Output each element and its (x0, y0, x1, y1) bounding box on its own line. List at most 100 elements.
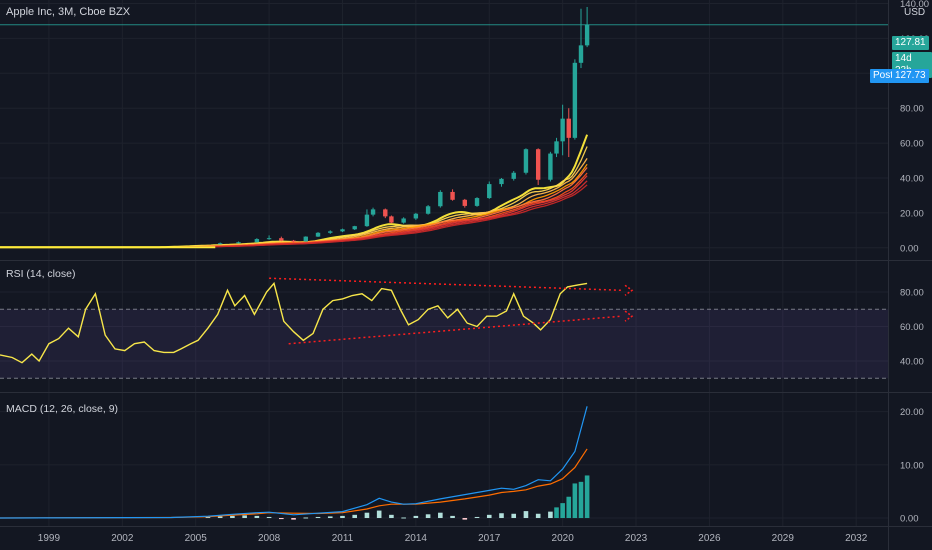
candle (383, 208, 388, 219)
candle-body (328, 231, 333, 233)
candle-body (425, 206, 431, 214)
candle (535, 148, 541, 185)
candle-body (535, 149, 541, 180)
macd-pane: 0.00 10.00 20.00 (0, 406, 924, 525)
macd-histogram-bar (389, 514, 394, 519)
candle-body (554, 141, 559, 154)
candle-body (266, 238, 272, 240)
macd-histogram-bar (584, 475, 590, 519)
macd-histogram-bar (486, 514, 492, 519)
rsi-trendline-lower (288, 315, 623, 345)
macd-tick-label: 0.00 (900, 514, 919, 525)
candle-body (511, 172, 516, 179)
chart-title: Apple Inc, 3M, Cboe BZX (6, 6, 131, 18)
candle-body (401, 218, 406, 223)
candle (425, 205, 431, 215)
rsi-trendline-upper (269, 277, 623, 292)
candle (548, 151, 553, 182)
macd-histogram-bar (450, 515, 455, 519)
candle-body (315, 232, 321, 237)
candle-body (438, 191, 443, 207)
time-tick-label: 1999 (38, 533, 61, 544)
time-tick-label: 2032 (845, 533, 868, 544)
currency-label[interactable]: USD (904, 7, 926, 18)
macd-histogram-bar (572, 483, 578, 519)
candle-body (566, 118, 571, 138)
candle (217, 242, 223, 245)
candle (511, 171, 516, 181)
post-market-tag: 127.73 (892, 69, 929, 83)
time-tick-label: 2020 (552, 533, 575, 544)
post-market-label: Post (870, 69, 897, 83)
candle-body (474, 198, 480, 206)
price-tick-label: 40.00 (900, 173, 924, 184)
time-tick-label: 2008 (258, 533, 281, 544)
candle (578, 8, 584, 69)
ema-line (0, 134, 589, 249)
macd-histogram-bar (266, 516, 272, 519)
candle-body (462, 199, 467, 206)
candle-body (352, 226, 357, 230)
macd-histogram-bar (327, 516, 333, 519)
candle-body (236, 242, 241, 244)
candle (315, 232, 321, 237)
macd-tick-label: 20.00 (900, 407, 924, 418)
ema-line (0, 146, 588, 248)
candle (352, 225, 357, 230)
candle (303, 236, 308, 242)
candle-body (450, 191, 455, 200)
macd-histogram-bar (462, 518, 468, 520)
price-tick-label: 0.00 (900, 243, 919, 254)
candle (291, 239, 296, 243)
time-tick-label: 2011 (332, 533, 354, 544)
candle (487, 181, 492, 199)
candle (266, 235, 272, 240)
candle-body (499, 178, 504, 185)
rsi-line (0, 281, 588, 364)
rsi-tick-label: 80.00 (900, 288, 924, 299)
macd-histogram-bar (230, 515, 235, 519)
rsi-title: RSI (14, close) (6, 268, 76, 280)
macd-histogram-bar (376, 510, 382, 519)
candle (450, 189, 455, 201)
macd-histogram-bar (242, 515, 247, 519)
macd-histogram-bar (425, 514, 431, 519)
macd-histogram-bar (438, 512, 443, 519)
time-tick-label: 2002 (111, 533, 134, 544)
candle-body (303, 236, 308, 242)
macd-histogram-bar (315, 516, 321, 519)
rsi-tick-label: 40.00 (900, 356, 924, 367)
candle-body (389, 216, 394, 223)
candle-body (584, 24, 590, 46)
candle (566, 108, 571, 158)
macd-histogram-bar (205, 516, 211, 519)
rsi-pane: 40.00 60.00 80.00 (0, 277, 924, 379)
candle (279, 236, 284, 242)
candle-body (291, 240, 296, 242)
macd-histogram-bar (554, 507, 559, 519)
candle-body (578, 45, 584, 63)
candle (560, 104, 565, 156)
macd-histogram-bar (535, 513, 541, 519)
candle (499, 177, 504, 187)
candle (474, 197, 480, 207)
candle-body (383, 209, 388, 217)
price-tick-label: 60.00 (900, 139, 924, 150)
macd-histogram-bar (340, 515, 345, 519)
macd-histogram-bar (364, 512, 370, 519)
candle-body (370, 209, 376, 215)
grid-lines (0, 0, 888, 526)
ema-line (0, 158, 588, 248)
price-tick-label: 20.00 (900, 208, 924, 219)
candle-body (523, 149, 529, 173)
candle (572, 59, 578, 140)
macd-histogram-bar (578, 481, 584, 519)
rsi-arrow-lower (624, 310, 634, 322)
candle-body (572, 62, 578, 138)
time-tick-label: 2017 (478, 533, 501, 544)
candle (413, 212, 419, 220)
candle (438, 190, 443, 208)
candle (370, 207, 376, 217)
macd-histogram-bar (217, 516, 223, 519)
